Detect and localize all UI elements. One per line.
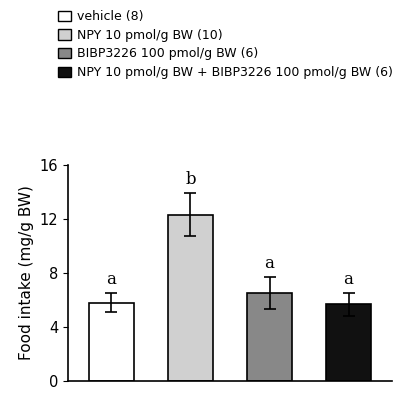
Text: a: a bbox=[106, 272, 116, 289]
Bar bbox=[168, 215, 214, 381]
Bar bbox=[326, 304, 372, 381]
Bar bbox=[88, 303, 134, 381]
Y-axis label: Food intake (mg/g BW): Food intake (mg/g BW) bbox=[19, 185, 34, 360]
Legend: vehicle (8), NPY 10 pmol/g BW (10), BIBP3226 100 pmol/g BW (6), NPY 10 pmol/g BW: vehicle (8), NPY 10 pmol/g BW (10), BIBP… bbox=[58, 10, 393, 79]
Text: a: a bbox=[344, 271, 354, 288]
Bar bbox=[246, 293, 292, 381]
Text: b: b bbox=[185, 172, 196, 188]
Text: a: a bbox=[264, 255, 274, 272]
